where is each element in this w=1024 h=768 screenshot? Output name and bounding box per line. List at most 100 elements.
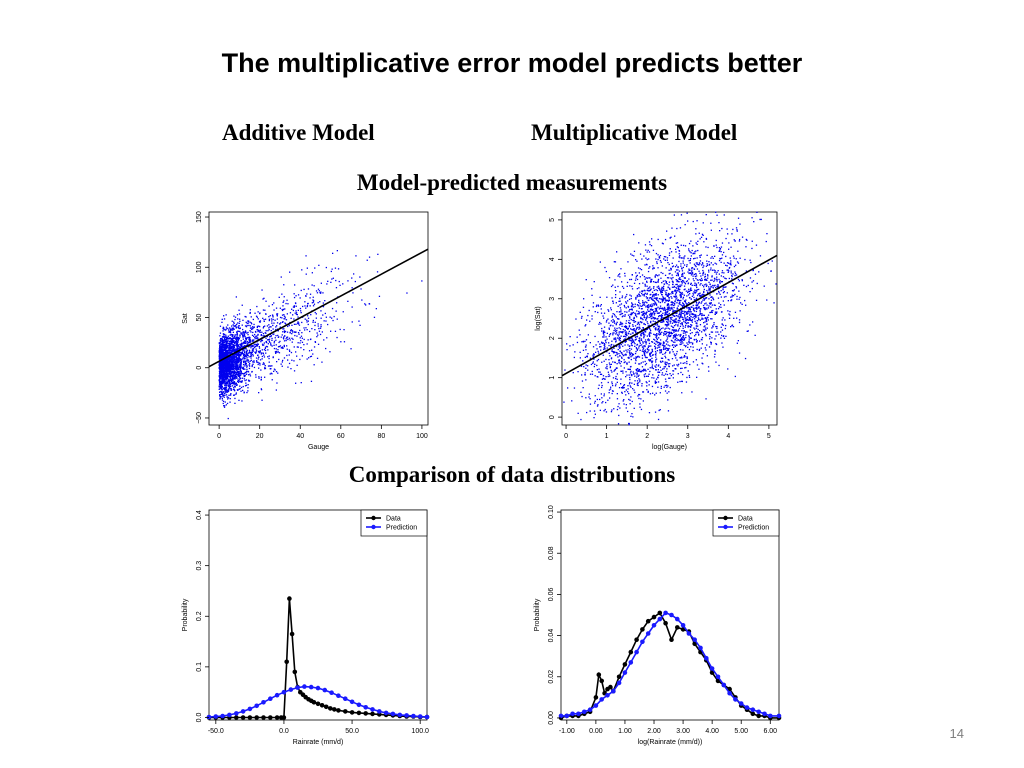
scatter-point	[233, 356, 236, 359]
scatter-point	[630, 415, 632, 417]
scatter-point	[701, 357, 703, 359]
scatter-point	[625, 326, 627, 328]
scatter-point	[605, 321, 608, 323]
scatter-point	[253, 343, 255, 346]
scatter-point	[257, 350, 260, 353]
scatter-point	[633, 407, 635, 409]
scatter-point	[255, 343, 257, 345]
scatter-point	[681, 282, 683, 284]
scatter-point	[225, 336, 227, 338]
scatter-point	[245, 362, 247, 364]
scatter-point	[659, 409, 661, 411]
scatter-point	[586, 319, 588, 321]
scatter-point	[221, 365, 223, 367]
scatter-point	[728, 248, 730, 250]
scatter-point	[224, 348, 227, 350]
scatter-point	[342, 311, 344, 313]
scatter-point	[612, 351, 614, 353]
scatter-point	[681, 267, 683, 269]
scatter-point	[667, 320, 669, 322]
scatter-point	[219, 372, 221, 374]
scatter-point	[636, 336, 639, 338]
scatter-point	[234, 358, 236, 360]
scatter-point	[253, 323, 255, 326]
scatter-point	[235, 393, 237, 395]
scatter-point	[230, 355, 232, 357]
scatter-point	[708, 370, 710, 372]
scatter-point	[300, 312, 302, 314]
scatter-point	[611, 349, 613, 351]
scatter-point	[233, 355, 235, 357]
scatter-point	[629, 285, 631, 287]
scatter-point	[324, 300, 326, 302]
scatter-point	[628, 322, 630, 324]
scatter-point	[660, 357, 663, 359]
scatter-point	[600, 304, 602, 306]
scatter-point	[711, 286, 713, 288]
scatter-point	[219, 384, 221, 386]
scatter-point	[706, 355, 708, 357]
scatter-point	[283, 296, 285, 298]
scatter-point	[237, 378, 239, 380]
scatter-point	[677, 269, 679, 271]
scatter-point	[638, 293, 640, 295]
scatter-point	[661, 307, 664, 309]
scatter-point	[281, 361, 283, 363]
scatter-point	[705, 398, 707, 400]
scatter-point	[249, 375, 252, 377]
scatter-point	[749, 277, 752, 279]
scatter-point	[663, 366, 665, 368]
scatter-point	[642, 290, 644, 292]
scatter-point	[276, 313, 278, 315]
scatter-point	[703, 297, 705, 300]
scatter-point	[694, 299, 696, 301]
scatter-point	[641, 311, 644, 313]
scatter-point	[685, 324, 687, 327]
scatter-point	[378, 295, 381, 297]
scatter-point	[736, 229, 738, 231]
scatter-point	[329, 351, 331, 353]
scatter-point	[665, 282, 667, 284]
scatter-point	[247, 331, 249, 334]
scatter-point	[235, 368, 237, 370]
scatter-point	[644, 244, 647, 246]
scatter-point	[229, 352, 231, 354]
scatter-point	[281, 346, 284, 348]
scatter-point	[647, 338, 650, 340]
scatter-point	[260, 388, 262, 390]
scatter-point	[649, 277, 651, 279]
scatter-point	[225, 359, 227, 362]
scatter-point	[317, 325, 319, 327]
scatter-point	[643, 315, 645, 317]
scatter-point	[682, 275, 684, 278]
scatter-point	[238, 356, 240, 358]
scatter-point	[681, 306, 684, 308]
scatter-point	[616, 318, 619, 320]
scatter-point	[277, 372, 279, 374]
scatter-point	[589, 403, 592, 405]
scatter-point	[651, 295, 654, 298]
scatter-point	[290, 351, 293, 354]
scatter-point	[720, 281, 723, 283]
scatter-point	[245, 353, 247, 355]
scatter-point	[325, 266, 327, 269]
scatter-point	[687, 326, 689, 328]
scatter-point	[625, 354, 627, 356]
scatter-point	[616, 327, 618, 330]
scatter-point	[600, 382, 603, 384]
scatter-point	[600, 323, 602, 325]
scatter-point	[601, 386, 603, 389]
scatter-point	[631, 353, 633, 355]
scatter-point	[229, 401, 231, 403]
scatter-point	[312, 296, 314, 298]
scatter-point	[228, 369, 230, 371]
scatter-point	[617, 275, 619, 277]
scatter-point	[218, 386, 220, 388]
scatter-point	[676, 280, 678, 283]
scatter-point	[257, 318, 259, 320]
scatter-point	[609, 397, 611, 399]
scatter-point	[219, 362, 221, 364]
scatter-point	[687, 271, 689, 273]
scatter-point	[303, 327, 305, 329]
scatter-point	[244, 315, 246, 318]
